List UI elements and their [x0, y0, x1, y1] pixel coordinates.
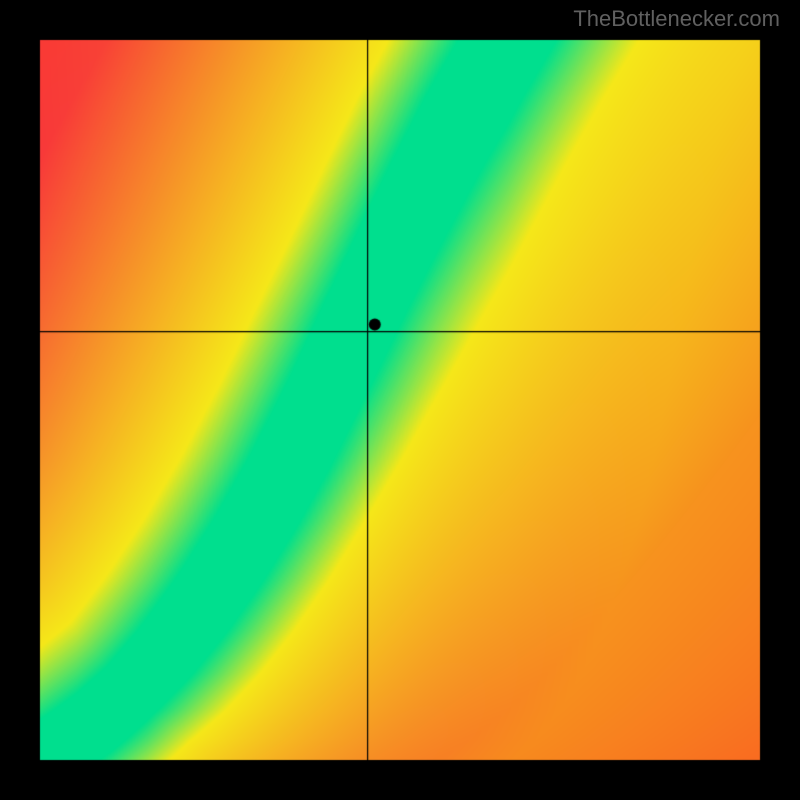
- bottleneck-heatmap: [0, 0, 800, 800]
- watermark-text: TheBottlenecker.com: [573, 6, 780, 32]
- chart-container: TheBottlenecker.com: [0, 0, 800, 800]
